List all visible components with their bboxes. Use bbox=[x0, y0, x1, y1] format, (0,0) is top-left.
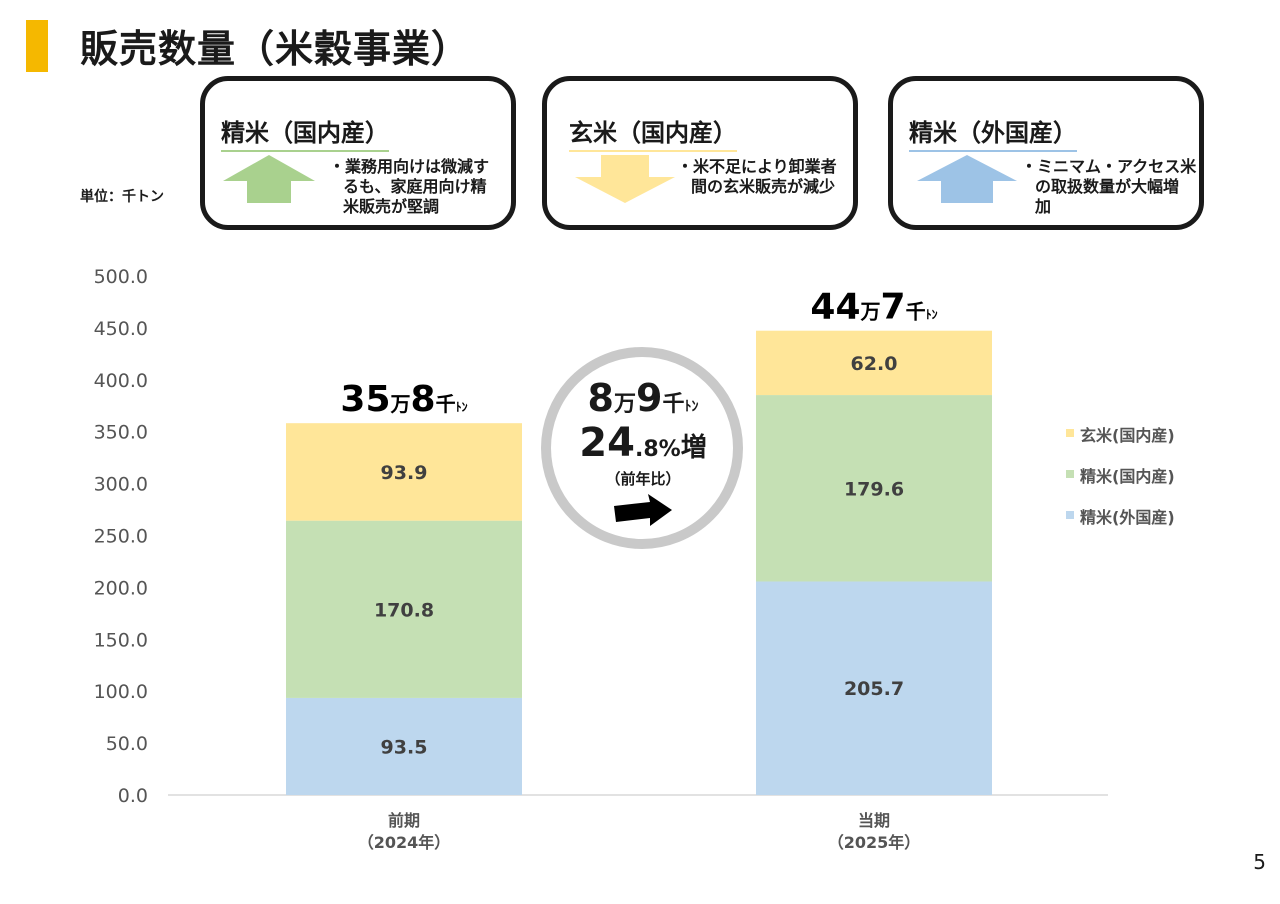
y-tick-label: 250.0 bbox=[94, 526, 148, 548]
card-text: ・ミニマム・アクセス米 の取扱数量が大幅増 加 bbox=[1021, 157, 1197, 216]
bar-segment bbox=[756, 581, 992, 795]
title-accent-bar bbox=[26, 20, 48, 72]
card-title: 精米（外国産） bbox=[909, 113, 1077, 152]
x-tick-label: 当期 bbox=[858, 811, 890, 830]
data-label: 179.6 bbox=[844, 478, 904, 500]
data-label: 62.0 bbox=[851, 353, 898, 375]
down-arrow-icon bbox=[575, 155, 675, 203]
change-percent: 24.8%増 bbox=[579, 420, 707, 466]
y-tick-label: 50.0 bbox=[106, 733, 148, 755]
page-number: 5 bbox=[1253, 850, 1266, 874]
card-domestic-polished: 精米（国内産） ・業務用向けは微減す るも、家庭用向け精 米販売が堅調 bbox=[200, 76, 516, 230]
y-tick-label: 150.0 bbox=[94, 629, 148, 651]
unit-label: 単位：千トン bbox=[80, 189, 164, 205]
y-tick-label: 350.0 bbox=[94, 422, 148, 444]
legend-label: 精米(外国産) bbox=[1080, 508, 1175, 527]
change-badge-ring bbox=[541, 347, 743, 549]
right-arrow-icon bbox=[614, 494, 672, 526]
card-foreign-polished: 精米（外国産） ・ミニマム・アクセス米 の取扱数量が大幅増 加 bbox=[888, 76, 1204, 230]
total-label: 44万7千ﾄﾝ bbox=[810, 287, 937, 328]
legend-label: 玄米(国内産) bbox=[1080, 426, 1175, 445]
card-text: ・業務用向けは微減す るも、家庭用向け精 米販売が堅調 bbox=[329, 157, 490, 216]
bar-segment bbox=[286, 423, 522, 521]
data-label: 205.7 bbox=[844, 678, 904, 700]
y-tick-label: 400.0 bbox=[94, 370, 148, 392]
card-domestic-brown: 玄米（国内産） ・米不足により卸業者 間の玄米販売が減少 bbox=[542, 76, 858, 230]
bar-segment bbox=[756, 330, 992, 396]
change-amount: 8万9千ﾄﾝ bbox=[587, 376, 699, 420]
y-tick-label: 500.0 bbox=[94, 266, 148, 288]
card-title: 玄米（国内産） bbox=[569, 113, 737, 152]
bar-segment bbox=[286, 697, 522, 795]
page-title: 販売数量（米穀事業） bbox=[80, 27, 471, 71]
y-tick-label: 200.0 bbox=[94, 577, 148, 599]
legend-swatch bbox=[1066, 511, 1074, 519]
data-label: 170.8 bbox=[374, 599, 434, 621]
x-tick-label: （2024年） bbox=[358, 833, 451, 852]
y-tick-label: 300.0 bbox=[94, 474, 148, 496]
bar-segment bbox=[286, 520, 522, 698]
y-tick-label: 100.0 bbox=[94, 681, 148, 703]
card-title: 精米（国内産） bbox=[221, 113, 389, 152]
data-label: 93.5 bbox=[381, 736, 428, 758]
legend-swatch bbox=[1066, 470, 1074, 478]
legend-label: 精米(国内産) bbox=[1080, 467, 1175, 486]
data-label: 93.9 bbox=[381, 462, 428, 484]
y-tick-label: 0.0 bbox=[118, 785, 148, 807]
up-arrow-icon bbox=[223, 155, 315, 203]
change-basis: （前年比） bbox=[605, 470, 681, 488]
card-text: ・米不足により卸業者 間の玄米販売が減少 bbox=[677, 157, 837, 196]
bar-segment bbox=[756, 395, 992, 582]
y-tick-label: 450.0 bbox=[94, 318, 148, 340]
x-tick-label: 前期 bbox=[388, 811, 420, 830]
legend-swatch bbox=[1066, 429, 1074, 437]
up-arrow-icon bbox=[917, 155, 1017, 203]
total-label: 35万8千ﾄﾝ bbox=[340, 379, 467, 420]
x-tick-label: （2025年） bbox=[828, 833, 921, 852]
